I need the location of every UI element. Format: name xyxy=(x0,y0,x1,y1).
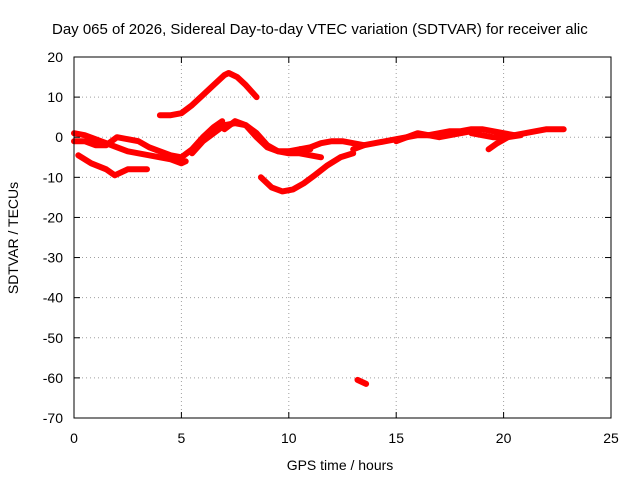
x-tick-label: 15 xyxy=(388,430,404,446)
x-tick-label: 10 xyxy=(281,430,297,446)
series-pass-a xyxy=(71,130,189,167)
y-tick-label: -20 xyxy=(43,209,63,225)
y-tick-label: 20 xyxy=(47,49,63,65)
series-pass-m xyxy=(354,376,370,387)
tick-layer: 0 5 10 15 20 25 20 10 0 -10 -20 -30 -40 -50 -60 -70 xyxy=(43,49,619,446)
x-tick-label: 20 xyxy=(496,430,512,446)
x-tick-label: 5 xyxy=(178,430,186,446)
grid-layer xyxy=(74,57,611,418)
x-tick-label: 0 xyxy=(70,430,78,446)
series-pass-d xyxy=(156,70,260,119)
y-tick-label: -40 xyxy=(43,290,63,306)
y-tick-label: 0 xyxy=(55,129,63,145)
y-tick-label: -30 xyxy=(43,250,63,266)
plot-frame xyxy=(73,56,612,419)
y-tick-label: -70 xyxy=(43,410,63,426)
series-pass-f xyxy=(221,118,324,161)
data-layer xyxy=(71,70,567,387)
series-pass-l xyxy=(485,132,524,153)
series-pass-c xyxy=(75,152,150,179)
x-axis-label: GPS time / hours xyxy=(287,457,394,473)
y-axis-label: SDTVAR / TECUs xyxy=(5,182,21,294)
y-tick-label: -10 xyxy=(43,169,63,185)
y-tick-label: 10 xyxy=(47,89,63,105)
y-tick-label: -60 xyxy=(43,370,63,386)
series-pass-h xyxy=(296,138,367,153)
chart-title: Day 065 of 2026, Sidereal Day-to-day VTE… xyxy=(52,21,588,38)
y-tick-label: -50 xyxy=(43,330,63,346)
series-pass-j xyxy=(393,126,518,145)
x-tick-label: 25 xyxy=(603,430,619,446)
series-pass-g xyxy=(257,150,357,195)
